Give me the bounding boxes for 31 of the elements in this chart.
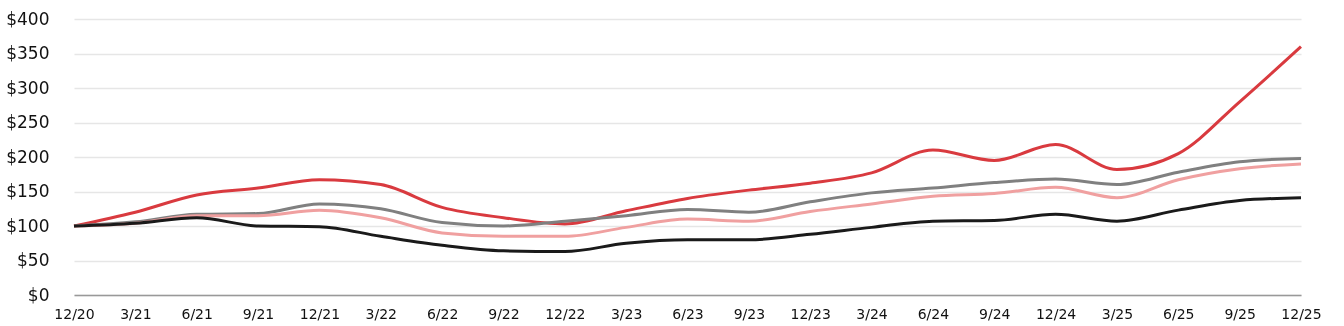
x-tick-label: 3/25 [1101,305,1134,322]
y-tick-label: $100 [6,215,50,236]
x-tick-label: 6/21 [181,305,213,322]
y-tick-label: $150 [6,181,50,201]
x-tick-label: 3/24 [856,305,888,322]
x-tick-label: 9/25 [1224,305,1256,322]
y-tick-label: $350 [6,43,50,63]
line-series [72,196,1303,254]
y-tick-label: $0 [27,284,50,305]
y-tick-label: $250 [6,112,50,132]
x-tick-label: 9/24 [979,305,1011,322]
x-tick-label: 12/22 [545,305,586,322]
x-tick-label: 12/20 [54,305,95,322]
x-tick-label: 9/22 [488,305,520,322]
x-tick-label: 3/23 [610,305,643,322]
y-tick-label: $400 [6,8,50,29]
x-tick-label: 3/22 [365,305,397,322]
x-tick-label: 12/21 [299,305,341,322]
x-tick-label: 6/25 [1163,305,1195,322]
x-tick-label: 3/21 [120,305,152,322]
x-tick-label: 6/24 [917,305,950,322]
x-tick-label: 12/23 [790,305,831,322]
y-tick-label: $300 [6,77,50,98]
x-tick-label: 9/23 [733,305,766,322]
x-tick-label: 12/25 [1281,305,1322,322]
x-tick-label: 6/22 [426,305,459,322]
x-tick-label: 9/21 [242,305,275,322]
y-tick-label: $200 [6,146,50,167]
x-tick-label: 6/23 [672,305,704,322]
x-tick-label: 12/24 [1035,305,1077,322]
y-tick-label: $50 [17,250,50,270]
